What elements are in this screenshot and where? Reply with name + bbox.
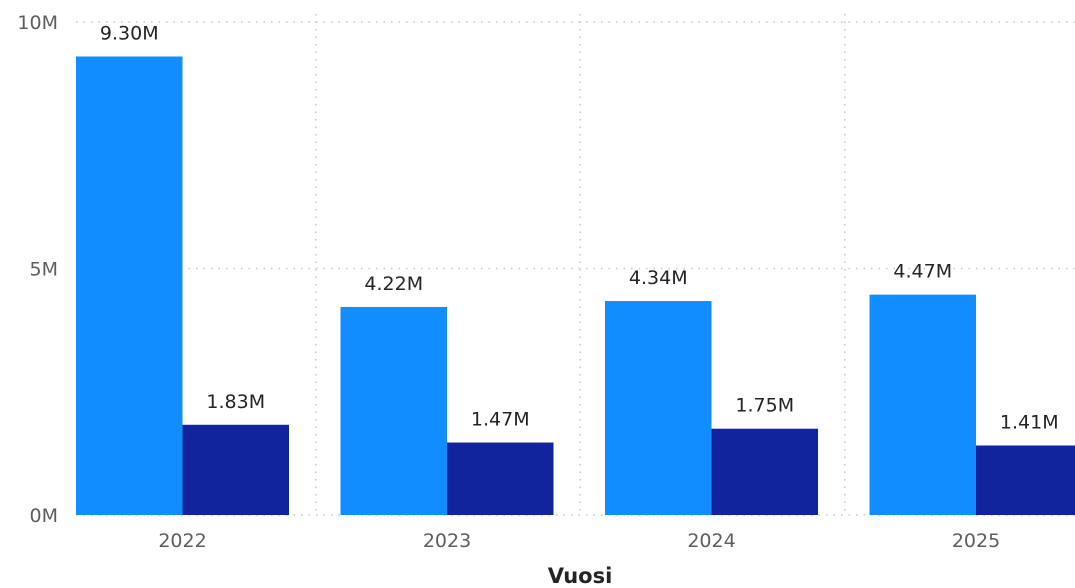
axis-layer: 0M 5M 10M 2022 2023 2024 2025 — [17, 12, 1000, 552]
bar-layer — [76, 56, 1075, 515]
bar-2025-series-2 — [976, 445, 1075, 515]
x-tick-label: 2022 — [158, 530, 206, 552]
data-label: 4.34M — [629, 267, 688, 289]
data-label: 9.30M — [100, 23, 159, 45]
data-label-layer: 9.30M 4.22M 4.34M 4.47M 1.83M 1.47M 1.75M 1.41M — [100, 23, 1059, 434]
x-tick-label: 2023 — [423, 530, 471, 552]
bar-2024-series-2 — [711, 428, 818, 515]
data-label: 1.83M — [206, 391, 265, 413]
bar-2023-series-2 — [447, 442, 554, 515]
y-tick-label: 0M — [30, 505, 58, 527]
data-label: 1.75M — [735, 395, 794, 417]
bar-2022-series-1 — [76, 56, 183, 515]
bar-2024-series-1 — [605, 301, 712, 515]
x-tick-label: 2025 — [952, 530, 1000, 552]
bar-2025-series-1 — [869, 294, 976, 515]
data-label: 4.22M — [364, 273, 423, 295]
x-tick-label: 2024 — [687, 530, 735, 552]
data-label: 4.47M — [893, 261, 952, 283]
data-label: 1.41M — [1000, 411, 1059, 433]
y-tick-label: 10M — [17, 12, 58, 34]
data-label: 1.47M — [471, 409, 530, 431]
bar-2023-series-1 — [340, 306, 447, 515]
bar-2022-series-2 — [182, 424, 289, 515]
x-axis-title: Vuosi — [548, 564, 613, 588]
y-tick-label: 5M — [30, 259, 58, 281]
